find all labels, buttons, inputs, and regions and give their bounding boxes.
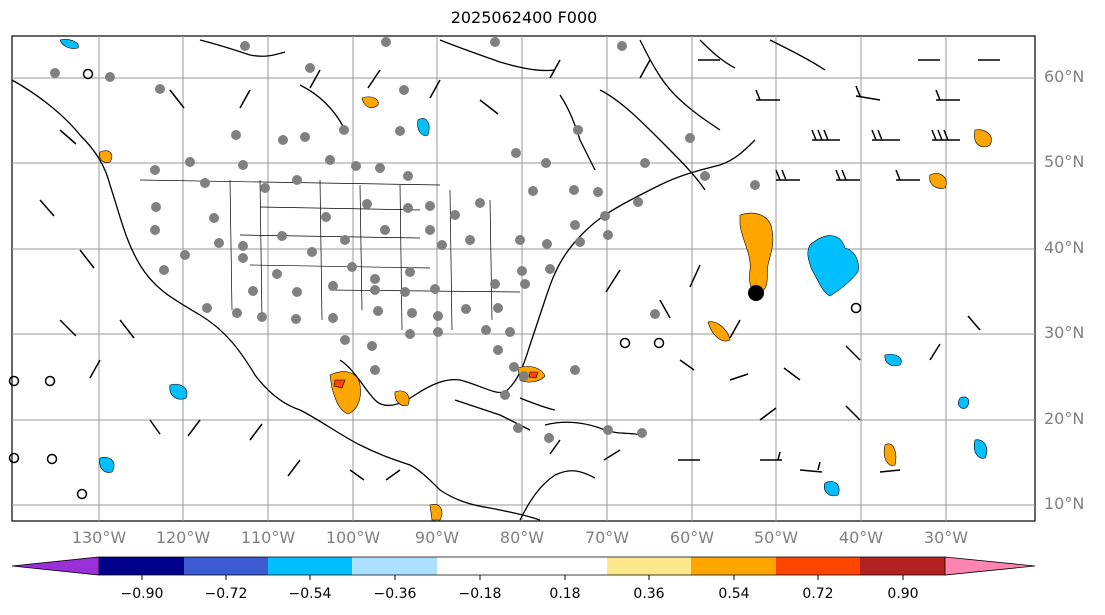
lat-label-40n: 40°N: [1044, 238, 1085, 257]
station-dots: [50, 37, 760, 443]
colorbar-bin: [776, 557, 860, 575]
lat-label-50n: 50°N: [1044, 152, 1085, 171]
contours: [59, 39, 992, 521]
wind-barbs: [39, 59, 1000, 481]
colorbar-tick-label: −0.36: [373, 586, 417, 602]
colorbar-bin: [184, 557, 268, 575]
colorbar-bin: [691, 557, 776, 575]
colorbar-under: [11, 556, 100, 576]
lat-label-10n: 10°N: [1044, 494, 1085, 513]
lon-label-80w: 80°W: [499, 528, 545, 547]
lon-label-120w: 120°W: [155, 528, 211, 547]
lon-label-70w: 70°W: [584, 528, 630, 547]
lon-label-50w: 50°W: [753, 528, 799, 547]
colorbar-tick-label: 0.18: [549, 586, 581, 602]
colorbar-bin: [607, 557, 691, 575]
lon-label-40w: 40°W: [838, 528, 884, 547]
gridlines: [12, 36, 1035, 521]
colorbar-tick-label: −0.90: [120, 586, 164, 602]
colorbar-bin: [522, 557, 607, 575]
colorbar-tick-label: 0.90: [887, 586, 919, 602]
lon-label-60w: 60°W: [669, 528, 715, 547]
lat-label-60n: 60°N: [1044, 67, 1085, 86]
lon-label-100w: 100°W: [325, 528, 381, 547]
lon-label-30w: 30°W: [923, 528, 969, 547]
lat-label-30n: 30°N: [1044, 323, 1085, 342]
lon-label-130w: 130°W: [71, 528, 127, 547]
colorbar-tick-label: −0.18: [458, 586, 502, 602]
storm-center-marker: [748, 285, 764, 301]
colorbar: [11, 556, 1036, 580]
lat-label-20n: 20°N: [1044, 409, 1085, 428]
colorbar-bin: [99, 557, 184, 575]
map-title: 2025062400 F000: [450, 8, 598, 27]
colorbar-bin: [437, 557, 522, 575]
colorbar-over: [944, 556, 1036, 576]
colorbar-tick-label: 0.72: [802, 586, 834, 602]
coastlines: [11, 39, 826, 521]
map-frame: [11, 35, 1036, 522]
colorbar-tick-label: 0.36: [633, 586, 665, 602]
colorbar-bin: [268, 557, 352, 575]
colorbar-tick-label: −0.54: [288, 586, 332, 602]
calm-wind-circles: [8, 68, 862, 500]
lon-label-110w: 110°W: [240, 528, 296, 547]
colorbar-tick-label: −0.72: [204, 586, 248, 602]
lon-label-90w: 90°W: [414, 528, 460, 547]
colorbar-bin: [860, 557, 945, 575]
state-borders: [139, 179, 521, 331]
colorbar-tick-label: 0.54: [718, 586, 750, 602]
colorbar-bin: [352, 557, 437, 575]
